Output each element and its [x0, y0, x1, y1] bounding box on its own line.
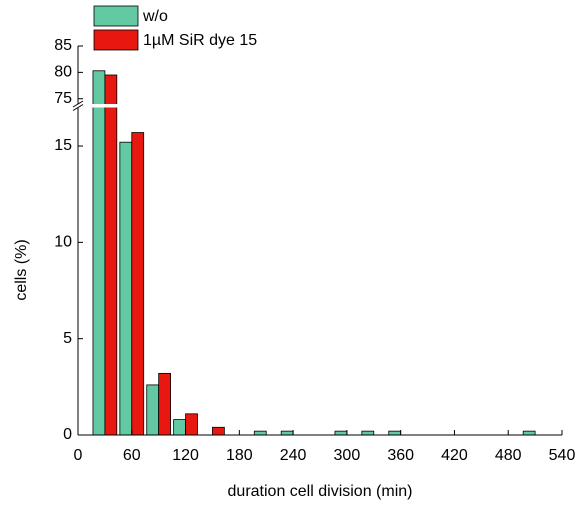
bar	[146, 384, 160, 436]
bar	[253, 430, 267, 436]
y-tick-label: 10	[54, 234, 72, 251]
bar	[388, 430, 402, 436]
bar	[280, 430, 294, 436]
x-tick-label: 240	[280, 447, 307, 464]
x-tick-label: 180	[226, 447, 253, 464]
bar	[173, 419, 186, 436]
bar	[185, 413, 198, 436]
y-tick-label: 5	[63, 330, 72, 347]
x-tick-label: 480	[495, 447, 522, 464]
bar	[212, 426, 225, 436]
x-tick-label: 300	[334, 447, 361, 464]
bar	[119, 141, 133, 436]
bar	[158, 372, 171, 436]
legend-swatch	[93, 5, 139, 27]
x-tick-label: 60	[123, 447, 141, 464]
y-tick-label: 80	[54, 64, 72, 81]
bar	[104, 74, 118, 436]
bar	[131, 132, 145, 436]
y-tick-label: 0	[63, 426, 72, 443]
x-tick-label: 0	[74, 447, 83, 464]
bar	[92, 70, 106, 436]
y-tick-label: 75	[54, 90, 72, 107]
y-tick-label: 15	[54, 137, 72, 154]
bar	[522, 430, 536, 436]
bar	[334, 430, 348, 436]
legend-label: 1µM SiR dye 15	[143, 32, 257, 49]
bar	[361, 430, 375, 436]
x-tick-label: 120	[172, 447, 199, 464]
x-axis-label: duration cell division (min)	[228, 483, 413, 500]
legend-label: w/o	[142, 8, 168, 25]
legend-swatch	[93, 29, 139, 51]
axis-break-mark	[72, 104, 84, 111]
x-tick-label: 360	[387, 447, 414, 464]
y-axis-label: cells (%)	[13, 239, 30, 300]
axis-break-mark	[72, 100, 84, 108]
x-tick-label: 540	[549, 447, 576, 464]
x-tick-label: 420	[441, 447, 468, 464]
axis-break-gap	[60, 104, 140, 108]
y-tick-label: 85	[54, 37, 72, 54]
